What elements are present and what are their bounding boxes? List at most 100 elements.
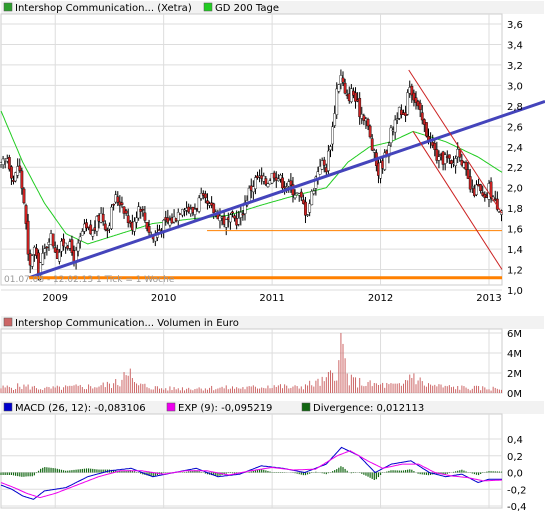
macd-legend-bg (1, 401, 544, 414)
candle-body (279, 175, 282, 180)
candle-body (145, 222, 149, 229)
candle-body (241, 213, 245, 216)
candle-body (289, 180, 293, 186)
volume-legend-bg (1, 316, 544, 329)
x-tick-label: 2012 (368, 293, 393, 304)
candle-body (110, 206, 113, 229)
trend-line (412, 131, 503, 270)
candle-body (308, 203, 312, 213)
candle-body (437, 156, 441, 161)
candle-body (291, 184, 295, 196)
macd-divergence-bars (0, 466, 503, 481)
candle-body (101, 214, 105, 222)
candle-body (18, 165, 22, 171)
candle-body (20, 170, 24, 189)
price-legend-label-0: Intershop Communication... (Xetra) (15, 3, 192, 14)
candle-body (389, 127, 393, 143)
candle-body (410, 85, 414, 96)
x-axis: 2009 2010 2011 2012 2013 (42, 293, 501, 304)
price-info-text: 01.07.08 - 12.02.13 1 Tick = 1 Woche (4, 275, 175, 285)
candle-body (341, 77, 345, 83)
candle-body (366, 119, 370, 127)
macd-legend-swatch-2 (301, 402, 311, 412)
candle-body (24, 205, 28, 224)
price-y-ticks: 3,6 3,4 3,2 3,0 2,8 2,6 2,4 2,2 2,0 1,8 1,6 1,4 1,2 1… (507, 20, 523, 297)
candle-body (358, 98, 362, 118)
candle-body (335, 88, 339, 115)
price-legend-bg (1, 1, 544, 14)
macd-lines (0, 446, 503, 500)
volume-panel: Intershop Communication... Volumen in Eu… (0, 316, 544, 400)
price-y-tick: 1,0 (507, 286, 523, 297)
candle-body (412, 92, 416, 101)
price-y-tick: 3,2 (507, 61, 523, 72)
candle-body (281, 177, 284, 189)
candle-body (45, 246, 49, 249)
candle-body (299, 191, 303, 198)
x-tick-label: 2013 (476, 293, 501, 304)
candle-body (137, 206, 141, 219)
candle-body (383, 152, 387, 170)
candle-body (458, 149, 462, 158)
candle-body (231, 211, 234, 214)
candle-body (237, 218, 241, 225)
candle-body (460, 160, 464, 166)
candle-body (85, 222, 88, 229)
candle-body (372, 150, 376, 153)
price-y-tick: 2,0 (507, 184, 523, 195)
volume-bars (0, 333, 502, 393)
candle-body (62, 238, 65, 247)
candle-body (147, 225, 151, 233)
volume-legend-label: Intershop Communication... Volumen in Eu… (15, 318, 239, 329)
candle-body (393, 119, 397, 133)
candle-body (399, 109, 403, 115)
candle-body (112, 203, 116, 206)
candle-body (78, 236, 82, 242)
candle-body (425, 122, 428, 137)
candle-body (22, 188, 26, 204)
candle-body (266, 183, 270, 187)
candle-body (80, 231, 84, 236)
candle-body (254, 177, 257, 189)
candle-body (141, 209, 145, 211)
candle-body (337, 84, 341, 92)
candle-body (43, 248, 47, 253)
volume-y-tick: 2M (507, 369, 522, 380)
candle-body (26, 220, 30, 255)
candle-body (57, 252, 61, 262)
candle-body (454, 158, 458, 166)
candle-body (133, 221, 136, 232)
x-tick-label: 2009 (42, 293, 67, 304)
candle-body (1, 158, 5, 165)
candle-body (418, 102, 422, 111)
candle-body (475, 184, 478, 195)
price-y-tick: 3,0 (507, 81, 523, 92)
candle-body (362, 115, 366, 121)
candle-body (379, 162, 382, 179)
candle-body (103, 223, 107, 230)
candle-body (406, 92, 410, 115)
candle-body (479, 184, 483, 192)
trend-line (28, 99, 545, 280)
macd-legend-swatch-1 (166, 402, 176, 412)
candle-body (70, 239, 74, 253)
macd-plot-area (0, 413, 503, 509)
price-panel: Intershop Communication... (Xetra) GD 20… (0, 1, 545, 297)
macd-y-tick: 0,4 (507, 435, 523, 446)
candle-body (10, 166, 13, 179)
candle-body (318, 166, 322, 175)
candle-body (447, 154, 451, 159)
macd-y-ticks: 0,4 0,2 0,0 -0,2 -0,4 (507, 435, 527, 513)
candle-body (251, 186, 255, 193)
price-candles (0, 69, 503, 281)
price-y-tick: 2,4 (507, 143, 523, 154)
candle-body (464, 161, 468, 170)
candle-body (124, 210, 128, 214)
candle-body (64, 242, 68, 248)
price-y-tick: 2,2 (507, 163, 523, 174)
volume-plot-area (0, 328, 503, 394)
candle-body (414, 97, 418, 103)
candle-body (301, 199, 305, 204)
volume-y-tick: 6M (507, 329, 522, 340)
